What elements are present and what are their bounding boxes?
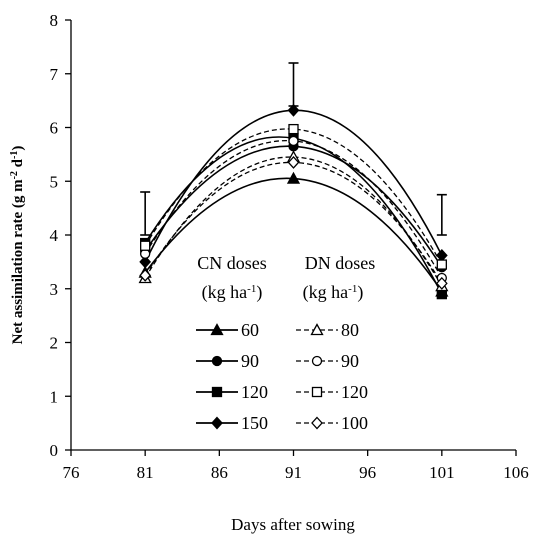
y-tick-label: 4 (50, 226, 59, 245)
x-tick-label: 86 (211, 463, 228, 482)
legend-label: 90 (241, 351, 259, 371)
legend-label: 60 (241, 320, 259, 340)
legend-marker (211, 416, 223, 430)
y-tick-label: 6 (50, 119, 59, 138)
markers (138, 103, 449, 300)
x-tick-label: 91 (285, 463, 302, 482)
legend-marker (211, 386, 223, 398)
series-curve-dn-120 (144, 128, 443, 265)
data-point-dn-100 (287, 155, 300, 169)
legend-unit-dn: (kg ha-1) (303, 282, 364, 303)
data-point-dn-100 (435, 276, 448, 290)
legend-marker (310, 323, 324, 336)
data-point-dn-120 (436, 259, 447, 270)
y-tick-label: 8 (50, 11, 59, 30)
y-tick-label: 0 (50, 441, 59, 460)
legend-label: 80 (341, 320, 359, 340)
legend-label: 150 (241, 413, 268, 433)
legend-unit-cn: (kg ha-1) (202, 282, 263, 303)
legend-marker (311, 416, 323, 430)
data-point-dn-120 (140, 240, 151, 251)
legend-label: 120 (241, 382, 268, 402)
y-tick-label: 5 (50, 172, 59, 191)
legend-marker (311, 355, 323, 367)
x-tick-label: 101 (429, 463, 455, 482)
legend-label: 100 (341, 413, 368, 433)
legend-header-cn: CN doses (197, 253, 267, 273)
y-tick-label: 3 (50, 280, 59, 299)
y-tick-label: 2 (50, 334, 59, 353)
y-axis-label: Net assimilation rate (g m-2 d-1) (9, 146, 27, 345)
data-point-dn-100 (139, 268, 152, 282)
x-tick-label: 76 (63, 463, 80, 482)
series-curve-dn-80 (144, 156, 443, 287)
legend: CN doses DN doses (kg ha-1) (kg ha-1) 60… (196, 253, 375, 433)
data-point-dn-90 (288, 135, 299, 147)
legend-marker (211, 355, 223, 367)
x-axis-label: Days after sowing (231, 515, 355, 534)
x-tick-label: 96 (359, 463, 376, 482)
legend-label: 90 (341, 351, 359, 371)
legend-label: 120 (341, 382, 368, 402)
x-tick-label: 106 (503, 463, 529, 482)
data-point-cn-150 (435, 248, 448, 262)
legend-entries: 60 90 120 150 80 90 120 100 (196, 320, 368, 433)
x-tick-label: 81 (137, 463, 154, 482)
legend-header-dn: DN doses (305, 253, 376, 273)
data-point-cn-150 (139, 255, 152, 269)
data-point-cn-150 (287, 103, 300, 117)
y-tick-label: 1 (50, 387, 59, 406)
data-point-cn-60 (286, 171, 301, 184)
data-point-dn-120 (288, 123, 299, 135)
legend-marker (311, 386, 323, 398)
legend-marker (210, 323, 224, 336)
axes: 0 1 2 3 4 5 6 7 8 76 81 86 91 96 101 106 (50, 11, 529, 482)
y-tick-label: 7 (50, 65, 59, 84)
